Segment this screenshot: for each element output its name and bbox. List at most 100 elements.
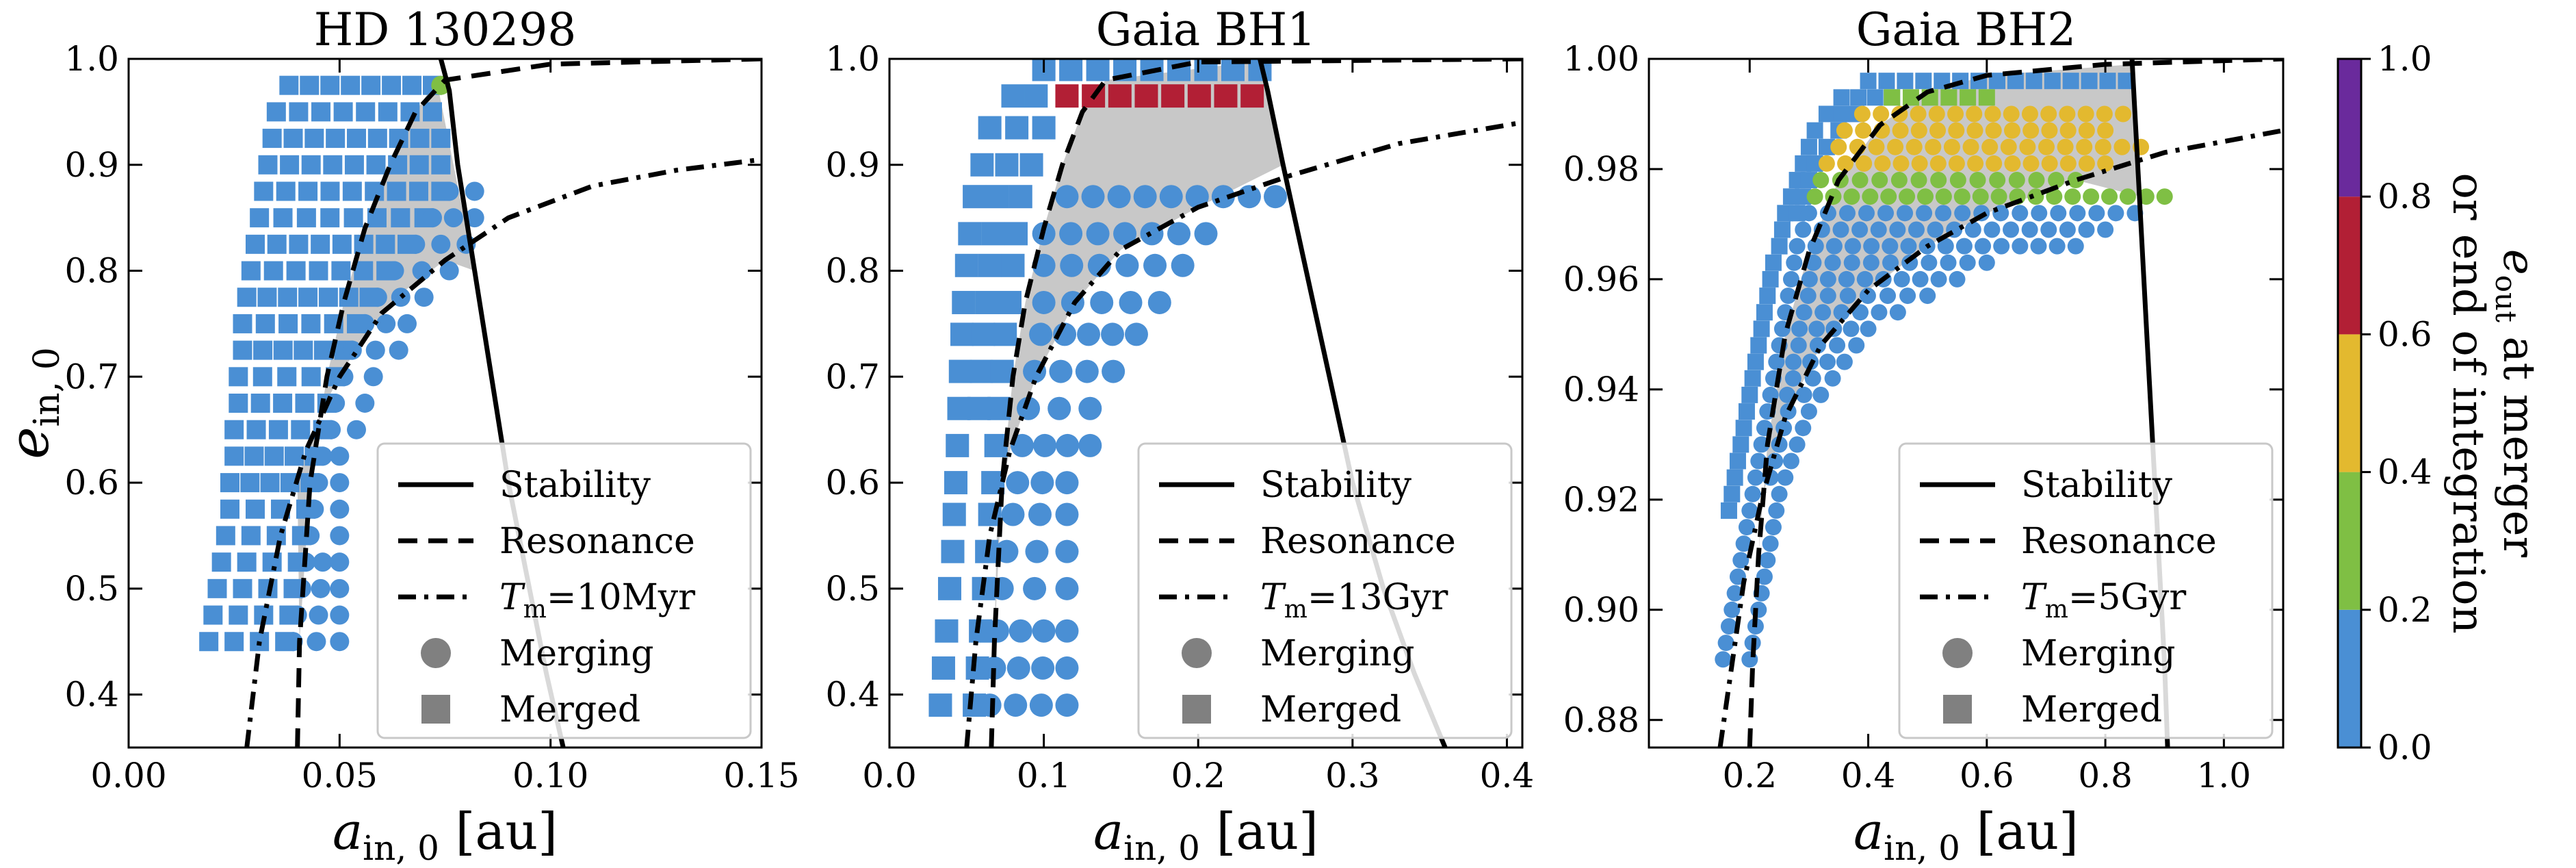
merging-circle-marker	[2022, 122, 2040, 139]
plot-area	[1715, 59, 2283, 748]
merging-circle-marker	[1899, 188, 1916, 205]
merged-square-marker	[332, 234, 352, 254]
merging-circle-marker	[342, 340, 362, 360]
merging-circle-marker	[2003, 221, 2020, 238]
x-axis-label-subscript: in, 0	[1884, 828, 1960, 868]
merged-square-marker	[356, 102, 376, 122]
merging-circle-marker	[1981, 138, 1999, 155]
colorbar-bin	[2338, 59, 2361, 197]
merging-circle-marker	[2078, 122, 2095, 139]
merging-circle-marker	[1009, 619, 1032, 643]
merged-square-marker	[376, 234, 395, 254]
merging-circle-marker	[1715, 651, 1732, 668]
merged-square-marker	[1167, 59, 1191, 81]
merged-square-marker	[431, 155, 451, 175]
legend-label-symbol: T	[499, 577, 525, 618]
merged-square-marker	[254, 181, 274, 201]
merged-square-marker	[224, 420, 244, 439]
merging-circle-marker	[2021, 221, 2038, 238]
merged-square-marker	[240, 473, 260, 493]
merged-square-marker	[402, 75, 422, 95]
merged-square-marker	[298, 288, 318, 307]
merging-circle-marker	[1852, 304, 1869, 321]
merging-circle-marker	[1785, 353, 1802, 370]
x-axis-label: ain, 0 [au]	[333, 802, 558, 868]
merging-circle-marker	[1788, 238, 1806, 255]
merged-square-marker	[987, 396, 1011, 420]
merged-square-marker	[1960, 89, 1977, 106]
merged-square-marker	[2025, 73, 2042, 90]
merging-circle-marker	[1862, 254, 1879, 271]
merged-square-marker	[241, 261, 261, 281]
colorbar-label-line2: or end of integration	[2443, 173, 2493, 633]
merging-circle-marker	[1030, 471, 1054, 495]
merged-square-marker	[1108, 84, 1132, 108]
legend-label-subscript: m	[1284, 596, 1307, 624]
merging-circle-marker	[355, 394, 375, 413]
merged-square-marker	[935, 619, 959, 643]
merging-circle-marker	[1795, 221, 1812, 238]
merging-circle-marker	[398, 314, 417, 333]
merged-square-marker	[342, 181, 362, 201]
merging-circle-marker	[1940, 254, 1957, 271]
merged-square-marker	[1732, 436, 1749, 453]
merged-square-marker	[207, 578, 227, 598]
colorbar-tick-label: 0.6	[2378, 314, 2432, 354]
y-tick-label: 0.5	[825, 569, 880, 609]
merged-square-marker	[1756, 304, 1773, 321]
merged-square-marker	[211, 552, 231, 572]
merged-square-marker	[1833, 89, 1850, 106]
merging-circle-marker	[2069, 205, 2086, 222]
merged-square-marker	[366, 155, 386, 175]
merging-circle-marker	[1880, 188, 1897, 205]
legend: Stability Resonance Tm=5Gyr Merging Merged	[1898, 442, 2274, 739]
y-axis-label-symbol: e	[0, 426, 61, 459]
merging-circle-marker	[313, 552, 333, 572]
merging-circle-marker	[1723, 601, 1741, 618]
merged-square-marker	[1753, 320, 1770, 337]
merging-circle-marker	[1780, 288, 1797, 305]
merged-square-marker	[273, 208, 293, 228]
y-tick-label: 1.0	[64, 39, 119, 79]
merging-circle-marker	[2048, 238, 2066, 255]
merged-square-marker	[300, 75, 320, 95]
merging-circle-marker	[2050, 205, 2067, 222]
legend-box	[376, 442, 752, 739]
merged-square-marker	[229, 394, 248, 413]
merging-circle-marker	[1735, 535, 1752, 552]
merging-circle-marker	[1782, 452, 1799, 470]
merging-circle-marker	[1768, 353, 1785, 370]
colorbar-frame	[2337, 58, 2363, 749]
merging-circle-marker	[2003, 105, 2020, 123]
legend-label: Merged	[1260, 689, 1401, 730]
merging-circle-marker	[1078, 396, 1102, 420]
merging-circle-marker	[1830, 138, 1847, 155]
y-axis-label: ein, 0	[0, 347, 68, 459]
legend-label-symbol: T	[2021, 577, 2047, 618]
x-axis-label-symbol: a	[333, 802, 363, 861]
merging-circle-marker	[1825, 238, 1843, 255]
merging-circle-marker	[1750, 452, 1767, 470]
merging-circle-marker	[2046, 188, 2063, 205]
merging-circle-marker	[1848, 337, 1865, 354]
merging-circle-marker	[330, 526, 350, 546]
merging-circle-marker	[330, 446, 350, 466]
merging-circle-marker	[439, 261, 459, 281]
merging-circle-marker	[330, 499, 350, 519]
merging-circle-marker	[1006, 656, 1030, 680]
merged-square-marker	[1759, 288, 1776, 305]
merging-circle-marker	[1882, 254, 1899, 271]
merged-square-marker	[382, 75, 402, 95]
merging-circle-marker	[1055, 471, 1079, 495]
merging-circle-marker	[1859, 288, 1876, 305]
merging-circle-marker	[1900, 238, 1917, 255]
merging-circle-marker	[1771, 485, 1788, 502]
merging-circle-marker	[1777, 469, 1794, 486]
merged-square-marker	[280, 155, 300, 175]
merging-circle-marker	[2101, 188, 2118, 205]
panel-gaia-bh2: 0.2 0.4 0.6 0.8 1.0 0.88 0.90 0.92 0.94 0.96 0.98 1…	[1563, 3, 2285, 868]
merged-square-marker	[304, 129, 324, 149]
merged-square-marker	[246, 499, 265, 519]
merged-square-marker	[289, 234, 309, 254]
colorbar-bins	[2338, 59, 2361, 748]
